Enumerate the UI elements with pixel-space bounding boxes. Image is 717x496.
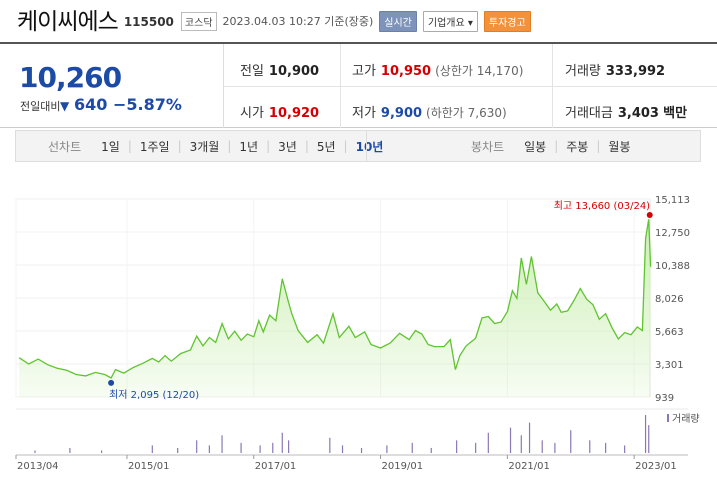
tab-divider: | — [343, 139, 348, 153]
price-chart-svg: 15,113 12,750 10,388 8,026 5,663 3,301 939 2013… — [15, 195, 700, 472]
tab-divider: | — [177, 139, 182, 153]
stock-name: 케이씨에스 — [17, 9, 119, 35]
tab-divider: | — [554, 139, 559, 153]
open-label: 시가 — [240, 106, 264, 121]
tab-3m[interactable]: 3개월 — [189, 139, 220, 154]
change-label: 전일대비 — [20, 100, 61, 113]
down-arrow-icon: ▼ — [60, 99, 70, 113]
change-value: 640 — [74, 95, 108, 114]
prev-close-label: 전일 — [240, 64, 264, 79]
price-summary-panel: 10,260 전일대비 ▼ 640 −5.87% 전일 10,900 고가 10,9… — [0, 42, 717, 128]
x-tick-label: 2023/01 — [635, 461, 677, 472]
tab-divider: | — [266, 139, 271, 153]
volume-stat: 거래량 333,992 — [565, 60, 665, 79]
x-tick-label: 2015/01 — [128, 461, 170, 472]
trade-amount-stat: 거래대금 3,403 백만 — [565, 102, 687, 121]
investment-warning-badge[interactable]: 투자경고 — [483, 10, 531, 32]
current-price: 10,260 — [19, 61, 122, 94]
prev-close-stat: 전일 10,900 — [240, 60, 319, 79]
max-price-label: 최고 13,660 (03/24) — [554, 200, 650, 212]
x-tick-label: 2017/01 — [255, 461, 297, 472]
y-tick-label: 15,113 — [655, 195, 690, 206]
open-value: 10,920 — [268, 106, 320, 121]
change-rate: −5.87% — [113, 95, 182, 114]
y-tick-label: 10,388 — [655, 261, 690, 272]
tab-monthly[interactable]: 월봉 — [608, 139, 631, 154]
upper-limit: (상한가 14,170) — [435, 64, 524, 78]
y-tick-label: 939 — [655, 393, 674, 404]
tab-1d[interactable]: 1일 — [101, 139, 120, 154]
candle-chart-tabs: 봉차트 일봉 | 주봉 | 월봉 — [471, 131, 639, 161]
chart-period-tabs: 선차트 1일 | 1주일 | 3개월 | 1년 | 3년 | 5년 | 10년 봉차트 일봉… — [15, 130, 701, 162]
y-tick-label: 12,750 — [655, 228, 690, 239]
min-price-label: 최저 2,095 (12/20) — [109, 389, 199, 401]
tab-5y[interactable]: 5년 — [316, 139, 336, 154]
x-tick-label: 2013/04 — [17, 461, 59, 472]
prev-close-value: 10,900 — [268, 64, 320, 79]
volume-value: 333,992 — [605, 64, 666, 79]
y-tick-label: 3,301 — [655, 360, 684, 371]
tab-divider: | — [227, 139, 232, 153]
price-line — [18, 219, 652, 379]
x-tick-label: 2021/01 — [508, 461, 550, 472]
tab-daily[interactable]: 일봉 — [524, 139, 547, 154]
tab-1y[interactable]: 1년 — [239, 139, 259, 154]
low-stat: 저가 9,900 (하한가 7,630) — [352, 102, 507, 121]
volume-legend-label: 거래량 — [672, 413, 700, 425]
line-chart-title: 선차트 — [48, 139, 82, 154]
tab-10y[interactable]: 10년 — [355, 139, 384, 154]
high-stat: 고가 10,950 (상한가 14,170) — [352, 60, 523, 79]
tab-1w[interactable]: 1주일 — [139, 139, 170, 154]
price-area — [19, 219, 651, 397]
tab-group-divider — [366, 131, 367, 161]
tab-weekly[interactable]: 주봉 — [566, 139, 589, 154]
open-stat: 시가 10,920 — [240, 102, 319, 121]
realtime-button[interactable]: 실시간 — [379, 10, 417, 32]
lower-limit: (하한가 7,630) — [426, 106, 507, 120]
y-tick-label: 8,026 — [655, 294, 684, 305]
high-value: 10,950 — [380, 64, 432, 79]
stock-code: 115500 — [123, 15, 174, 29]
row-divider — [224, 86, 717, 87]
low-value: 9,900 — [380, 106, 423, 121]
tab-divider: | — [304, 139, 309, 153]
tab-divider: | — [127, 139, 132, 153]
company-overview-dropdown[interactable]: 기업개요 ▾ — [422, 10, 478, 32]
trade-amount-unit: 백만 — [663, 106, 688, 121]
x-tick-label: 2019/01 — [382, 461, 424, 472]
low-label: 저가 — [352, 106, 376, 121]
min-price-dot — [108, 379, 115, 386]
volume-legend-swatch — [667, 414, 669, 422]
market-badge: 코스닥 — [180, 11, 217, 31]
tab-3y[interactable]: 3년 — [278, 139, 297, 154]
volume-label: 거래량 — [565, 64, 601, 79]
tab-divider: | — [596, 139, 601, 153]
quote-datetime: 2023.04.03 10:27 기준(장중) — [222, 15, 374, 28]
current-price-block: 10,260 전일대비 ▼ 640 −5.87% — [0, 44, 224, 128]
stock-header: 케이씨에스 115500 코스닥 2023.04.03 10:27 기준(장중)… — [0, 0, 717, 38]
trade-amount-label: 거래대금 — [565, 106, 613, 121]
y-tick-label: 5,663 — [655, 327, 684, 338]
max-price-dot — [646, 212, 653, 218]
line-chart-tabs: 선차트 1일 | 1주일 | 3개월 | 1년 | 3년 | 5년 | 10년 — [48, 131, 391, 161]
candle-chart-title: 봉차트 — [471, 139, 505, 154]
high-label: 고가 — [352, 64, 376, 79]
trade-amount-value: 3,403 — [617, 106, 659, 121]
price-chart: 15,113 12,750 10,388 8,026 5,663 3,301 939 2013… — [0, 163, 717, 496]
